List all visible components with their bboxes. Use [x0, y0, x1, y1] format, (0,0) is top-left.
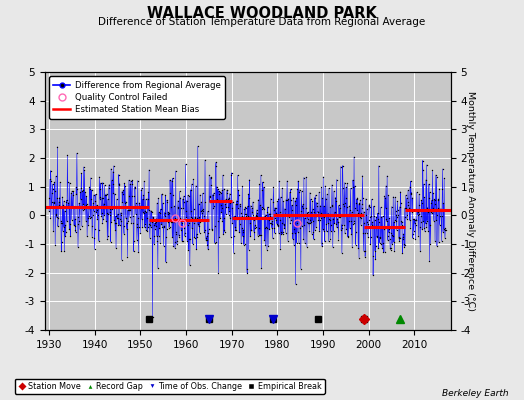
- Legend: Station Move, Record Gap, Time of Obs. Change, Empirical Break: Station Move, Record Gap, Time of Obs. C…: [15, 378, 325, 394]
- Legend: Difference from Regional Average, Quality Control Failed, Estimated Station Mean: Difference from Regional Average, Qualit…: [49, 76, 225, 119]
- Text: Difference of Station Temperature Data from Regional Average: Difference of Station Temperature Data f…: [99, 17, 425, 27]
- Text: WALLACE WOODLAND PARK: WALLACE WOODLAND PARK: [147, 6, 377, 21]
- Text: Berkeley Earth: Berkeley Earth: [442, 389, 508, 398]
- Y-axis label: Monthly Temperature Anomaly Difference (°C): Monthly Temperature Anomaly Difference (…: [466, 91, 475, 311]
